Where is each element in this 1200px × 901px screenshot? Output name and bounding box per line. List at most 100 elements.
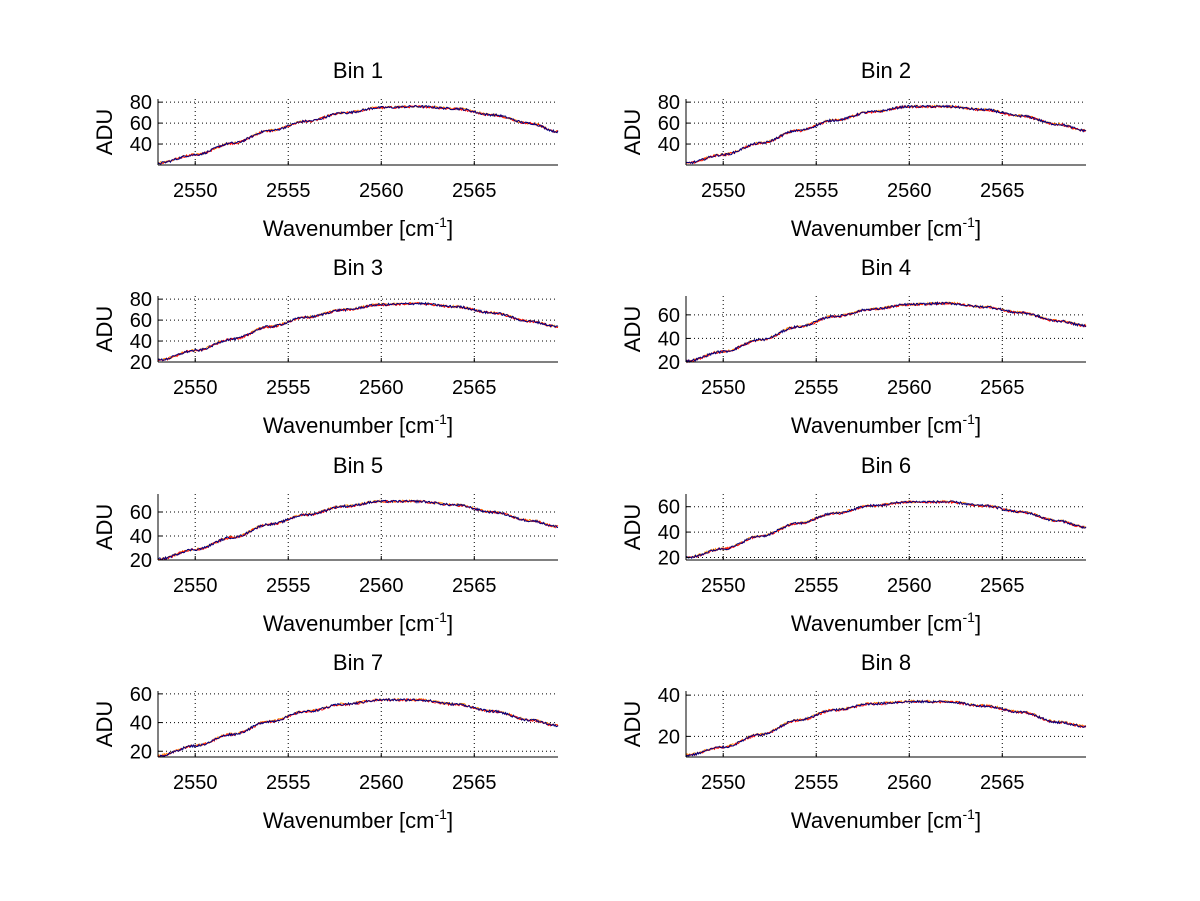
x-axis-label: Wavenumber [cm-1] [263, 609, 453, 636]
x-tick-label: 2550 [701, 772, 746, 794]
y-axis-label: ADU [620, 504, 645, 550]
x-axis-label: Wavenumber [cm-1] [263, 806, 453, 833]
y-axis-label: ADU [92, 109, 117, 155]
panel-title: Bin 4 [861, 255, 911, 280]
panel-7: 2550 2555 2560 2565 20 40 60 Bin 7 ADU Wavenumber… [92, 650, 559, 833]
y-tick-label: 60 [130, 113, 152, 135]
y-tick-label: 20 [130, 741, 152, 763]
x-tick-label: 2565 [980, 180, 1025, 202]
series-line-3 [685, 699, 1087, 757]
y-tick-label: 40 [130, 713, 152, 735]
x-tick-label: 2560 [359, 772, 404, 794]
x-tick-label: 2565 [452, 377, 497, 399]
x-tick-label: 2560 [359, 180, 404, 202]
x-tick-label: 2550 [701, 377, 746, 399]
x-tick-label: 2555 [794, 377, 839, 399]
x-tick-label: 2555 [794, 575, 839, 597]
y-tick-label: 80 [130, 289, 152, 311]
x-tick-label: 2550 [173, 575, 218, 597]
panel-title: Bin 8 [861, 650, 911, 675]
series-line-3 [685, 301, 1087, 364]
x-tick-label: 2560 [887, 180, 932, 202]
series-line-2 [157, 105, 559, 165]
y-tick-label: 60 [130, 502, 152, 524]
series-line-2 [685, 104, 1087, 165]
panel-title: Bin 1 [333, 58, 383, 83]
y-axis-label: ADU [92, 504, 117, 550]
x-axis-label: Wavenumber [cm-1] [791, 609, 981, 636]
y-tick-label: 40 [658, 522, 680, 544]
x-axis-label: Wavenumber [cm-1] [791, 411, 981, 438]
y-tick-label: 80 [658, 92, 680, 114]
y-axis-label: ADU [92, 306, 117, 352]
y-tick-label: 60 [130, 684, 152, 706]
series-line-3 [685, 499, 1087, 560]
x-tick-label: 2560 [359, 575, 404, 597]
x-axis-label: Wavenumber [cm-1] [263, 411, 453, 438]
series-line-1 [157, 697, 559, 757]
panel-title: Bin 7 [333, 650, 383, 675]
x-tick-label: 2565 [980, 772, 1025, 794]
x-tick-label: 2550 [701, 180, 746, 202]
x-axis-label: Wavenumber [cm-1] [791, 214, 981, 241]
series-line-3 [157, 698, 559, 758]
x-axis-label: Wavenumber [cm-1] [791, 806, 981, 833]
y-tick-label: 20 [658, 726, 680, 748]
panel-title: Bin 5 [333, 453, 383, 478]
series-line-1 [685, 499, 1087, 559]
x-tick-label: 2560 [887, 377, 932, 399]
panel-title: Bin 2 [861, 58, 911, 83]
y-tick-label: 20 [658, 352, 680, 374]
y-tick-label: 40 [130, 526, 152, 548]
panel-6: 2550 2555 2560 2565 20 40 60 Bin 6 ADU Wavenumber… [620, 453, 1087, 636]
series-line-1 [685, 699, 1087, 756]
series-line-2 [685, 699, 1087, 756]
y-tick-label: 20 [658, 547, 680, 569]
x-tick-label: 2555 [794, 180, 839, 202]
x-tick-label: 2555 [266, 772, 311, 794]
y-tick-label: 60 [130, 310, 152, 332]
x-tick-label: 2555 [794, 772, 839, 794]
y-tick-label: 60 [658, 497, 680, 519]
y-tick-label: 20 [130, 352, 152, 374]
series-line-3 [157, 301, 559, 362]
x-tick-label: 2550 [701, 575, 746, 597]
series-line-2 [685, 301, 1087, 364]
y-tick-label: 40 [658, 328, 680, 350]
series-line-1 [685, 104, 1087, 164]
series-line-2 [685, 500, 1087, 559]
y-tick-label: 40 [130, 331, 152, 353]
series-line-2 [157, 698, 559, 758]
y-tick-label: 60 [658, 113, 680, 135]
series-line-3 [685, 104, 1087, 165]
y-axis-label: ADU [92, 701, 117, 747]
series-line-2 [157, 499, 559, 561]
x-tick-label: 2565 [452, 575, 497, 597]
x-tick-label: 2560 [887, 772, 932, 794]
x-tick-label: 2565 [452, 772, 497, 794]
panel-8: 2550 2555 2560 2565 20 40 Bin 8 ADU Wavenumber [… [620, 650, 1087, 833]
x-tick-label: 2565 [980, 575, 1025, 597]
x-tick-label: 2560 [887, 575, 932, 597]
y-tick-label: 80 [130, 92, 152, 114]
y-tick-label: 20 [130, 550, 152, 572]
series-line-2 [157, 302, 559, 362]
panel-title: Bin 3 [333, 255, 383, 280]
x-tick-label: 2555 [266, 180, 311, 202]
x-tick-label: 2550 [173, 180, 218, 202]
series-line-3 [157, 499, 559, 561]
x-tick-label: 2565 [980, 377, 1025, 399]
y-tick-label: 40 [658, 685, 680, 707]
series-line-1 [157, 498, 559, 561]
x-tick-label: 2565 [452, 180, 497, 202]
y-tick-label: 40 [130, 134, 152, 156]
x-tick-label: 2550 [173, 377, 218, 399]
series-line-1 [157, 104, 559, 164]
y-tick-label: 60 [658, 305, 680, 327]
